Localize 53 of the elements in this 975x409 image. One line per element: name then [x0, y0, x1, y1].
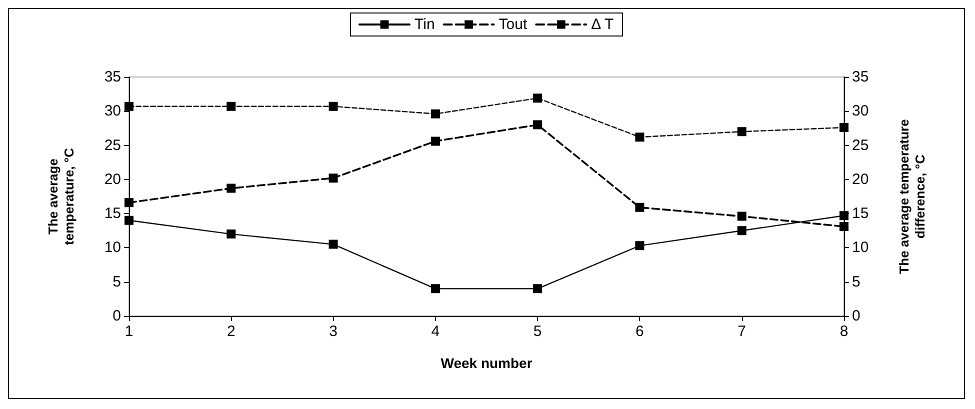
point — [430, 136, 440, 146]
point — [124, 102, 134, 111]
y-tick-label: 35 — [104, 68, 121, 86]
x-tick-label: 4 — [431, 323, 440, 340]
point — [430, 284, 440, 294]
y2-tick-label: 35 — [852, 68, 869, 86]
y-tick-label: 20 — [104, 170, 121, 188]
x-tick-label: 1 — [124, 323, 134, 340]
y2-tick-label: 20 — [852, 170, 869, 188]
y2-tick-label: 10 — [852, 239, 869, 256]
y-axis-title: The average temperature, °C — [46, 147, 76, 245]
y2-tick-label: 5 — [852, 273, 860, 290]
y2-tick-label: 15 — [852, 205, 869, 222]
point — [737, 127, 746, 136]
x-tick-label: 6 — [636, 323, 644, 340]
y-tick-label: 30 — [104, 102, 121, 120]
point — [533, 284, 542, 294]
x-tick-label: 7 — [738, 323, 746, 340]
point — [226, 230, 236, 239]
point — [840, 123, 848, 132]
point — [328, 102, 338, 111]
point — [840, 222, 848, 232]
y-tick-label: 25 — [104, 136, 121, 154]
y-tick-label: 0 — [112, 308, 121, 324]
x-axis-title: Week number — [440, 355, 533, 371]
y-tick-label: 5 — [112, 273, 121, 290]
legend-label: Δ T — [591, 16, 614, 33]
legend-label: Tin — [414, 16, 435, 33]
point — [737, 212, 746, 221]
x-tick-label: 3 — [329, 323, 338, 340]
x-tick-label: 8 — [840, 323, 848, 340]
y-tick-label: 15 — [104, 205, 121, 222]
point — [226, 184, 236, 193]
y2-tick-label: 30 — [852, 102, 869, 120]
point — [635, 202, 644, 212]
point — [328, 240, 338, 249]
point — [124, 198, 134, 208]
point — [737, 226, 746, 236]
point — [226, 102, 236, 111]
point — [635, 132, 644, 142]
y2-axis-title: The average temperature difference, °C — [896, 119, 928, 274]
x-tick-label: 5 — [533, 323, 542, 340]
point — [533, 120, 542, 130]
y2-tick-label: 0 — [852, 308, 860, 324]
point — [635, 241, 644, 250]
y2-tick-label: 25 — [852, 136, 869, 154]
point — [533, 94, 542, 103]
point — [328, 174, 338, 183]
point — [430, 109, 440, 118]
legend-label: Tout — [498, 16, 528, 33]
point — [124, 216, 134, 225]
y-tick-label: 10 — [104, 239, 121, 256]
x-tick-label: 2 — [226, 323, 236, 340]
